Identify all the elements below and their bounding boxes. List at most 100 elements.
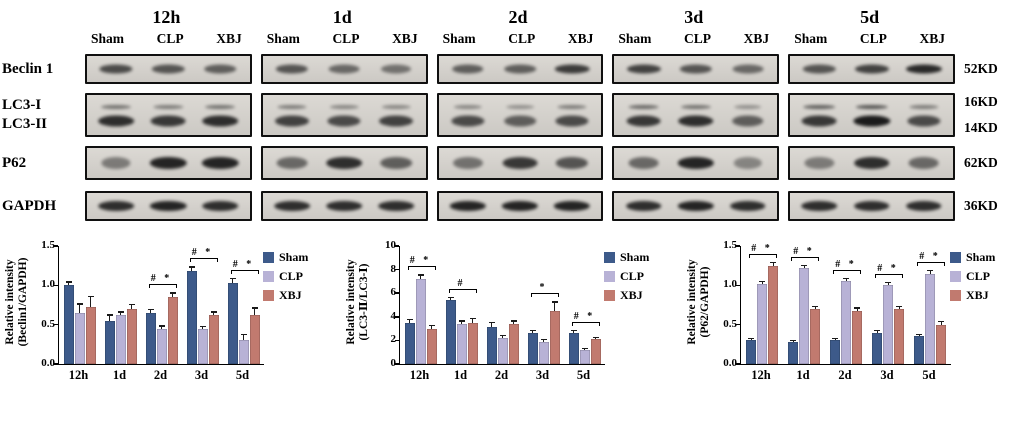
significance-bracket bbox=[230, 270, 259, 275]
error-bar bbox=[210, 311, 217, 316]
error-bar bbox=[812, 305, 818, 309]
error-bar bbox=[540, 339, 547, 342]
y-tick bbox=[736, 245, 741, 247]
blot-lane-labels: Sham CLP XBJ bbox=[788, 30, 951, 48]
blot-row-label-p62: P62 bbox=[2, 154, 27, 171]
blot-beclin-3d bbox=[612, 54, 780, 84]
bar-xbj-12h bbox=[85, 295, 96, 364]
significance-bracket bbox=[407, 266, 436, 271]
protein-band bbox=[853, 115, 891, 127]
bar-clp-12h bbox=[757, 280, 767, 364]
y-axis: 0.0 0.5 1.0 1.5 bbox=[714, 239, 740, 416]
bar-clp-3d bbox=[883, 282, 893, 364]
bar-clp-1d bbox=[456, 320, 467, 364]
bar-xbj-3d bbox=[208, 311, 219, 364]
blot-beclin-2d bbox=[436, 54, 604, 84]
error-bar bbox=[158, 325, 165, 329]
error-bar bbox=[199, 326, 206, 330]
blot-lc3-5d bbox=[788, 93, 955, 137]
protein-band bbox=[677, 115, 714, 127]
lane-label: XBJ bbox=[567, 31, 594, 46]
kd-label-36: 36KD bbox=[964, 198, 998, 213]
protein-band bbox=[628, 105, 660, 109]
bar-sham-12h bbox=[746, 338, 756, 364]
y-tick-label: 1.5 bbox=[41, 239, 55, 251]
bar-clp-3d bbox=[197, 326, 208, 364]
legend-label: CLP bbox=[966, 269, 990, 283]
kd-label-52: 52KD bbox=[964, 61, 998, 76]
lane-label: CLP bbox=[332, 31, 360, 46]
chart-legend: Sham CLP XBJ bbox=[263, 240, 327, 416]
y-tick-label: 1.0 bbox=[41, 278, 55, 291]
blot-strip-cell bbox=[436, 191, 604, 221]
protein-band bbox=[101, 105, 132, 109]
protein-band bbox=[329, 105, 359, 109]
protein-band bbox=[153, 105, 183, 109]
lane-label: Sham bbox=[91, 31, 125, 46]
error-bar bbox=[510, 320, 517, 324]
error-bar bbox=[65, 281, 72, 286]
legend-item: CLP bbox=[950, 269, 1014, 284]
protein-band bbox=[803, 105, 836, 109]
protein-band bbox=[328, 64, 360, 74]
protein-band bbox=[150, 201, 187, 211]
legend-swatch-xbj bbox=[950, 290, 961, 301]
error-bar bbox=[117, 311, 124, 316]
blot-strip-cell bbox=[436, 54, 604, 84]
protein-band bbox=[803, 64, 836, 74]
protein-band bbox=[553, 201, 591, 211]
y-tick bbox=[395, 363, 400, 365]
blot-gapdh-1d bbox=[260, 191, 428, 221]
protein-band bbox=[327, 115, 361, 127]
significance-bracket bbox=[791, 256, 819, 261]
blot-p62-12h bbox=[85, 146, 252, 180]
blot-row-label-gapdh: GAPDH bbox=[2, 197, 57, 214]
y-tick-label: 6 bbox=[390, 286, 397, 299]
chart-legend: Sham CLP XBJ bbox=[604, 240, 668, 416]
protein-band bbox=[202, 157, 239, 169]
protein-band bbox=[98, 201, 135, 211]
x-tick-label: 1d bbox=[453, 368, 468, 382]
lane-label: CLP bbox=[684, 31, 712, 46]
blot-strip-cell bbox=[260, 93, 428, 137]
bar-clp-1d bbox=[799, 264, 809, 364]
legend-swatch-clp bbox=[263, 271, 274, 282]
protein-band bbox=[99, 64, 133, 74]
blot-strip-cell bbox=[788, 191, 955, 221]
y-tick-label: 0.0 bbox=[723, 357, 737, 369]
blot-strip-cell bbox=[85, 146, 252, 180]
protein-band bbox=[506, 105, 534, 109]
blot-lc3-3d bbox=[612, 93, 780, 137]
error-bar bbox=[229, 278, 236, 283]
protein-band bbox=[150, 157, 187, 169]
legend-swatch-sham bbox=[950, 252, 961, 263]
x-tick-label: 5d bbox=[576, 368, 591, 382]
bar-xbj-1d bbox=[126, 304, 137, 364]
bar-xbj-5d bbox=[936, 320, 946, 364]
protein-band bbox=[378, 201, 415, 211]
blot-beclin-12h bbox=[85, 54, 252, 84]
error-bar bbox=[458, 320, 465, 324]
error-bar bbox=[406, 319, 413, 323]
protein-band bbox=[555, 157, 589, 169]
protein-band bbox=[205, 105, 236, 109]
bar-sham-2d bbox=[486, 321, 497, 364]
bar-xbj-12h bbox=[426, 325, 437, 364]
blot-strip-cell bbox=[612, 93, 780, 137]
protein-band bbox=[449, 201, 487, 211]
chart-p62: Relative intensity (P62/GAPDH) 0.0 0.5 1.0 1.… bbox=[684, 239, 1014, 416]
blot-row-label-beclin: Beclin 1 bbox=[2, 60, 54, 77]
blot-strip-cell bbox=[85, 93, 252, 137]
bar-clp-3d bbox=[538, 339, 549, 364]
bar-sham-2d bbox=[830, 338, 840, 364]
x-tick-label: 12h bbox=[409, 368, 430, 382]
protein-band bbox=[452, 64, 484, 74]
bar-xbj-2d bbox=[167, 292, 178, 364]
x-tick-label: 1d bbox=[796, 368, 810, 382]
x-tick-label: 2d bbox=[153, 368, 168, 382]
legend-label: CLP bbox=[620, 269, 644, 283]
bar-sham-3d bbox=[527, 329, 538, 364]
significance-bracket bbox=[189, 258, 218, 263]
error-bar bbox=[854, 307, 860, 311]
error-bar bbox=[927, 269, 933, 274]
